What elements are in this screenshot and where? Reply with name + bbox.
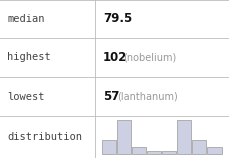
Bar <box>207 147 221 154</box>
Bar <box>147 151 161 154</box>
Bar <box>177 120 191 154</box>
Text: 102: 102 <box>103 51 127 64</box>
Text: median: median <box>7 14 44 24</box>
Text: (nobelium): (nobelium) <box>123 52 176 63</box>
Text: highest: highest <box>7 52 51 63</box>
Bar <box>132 147 146 154</box>
Text: lowest: lowest <box>7 91 44 101</box>
Bar <box>117 120 131 154</box>
Text: (lanthanum): (lanthanum) <box>117 91 178 101</box>
Bar <box>192 140 206 154</box>
Bar <box>101 140 116 154</box>
Text: 79.5: 79.5 <box>103 12 132 25</box>
Text: 57: 57 <box>103 90 119 103</box>
Bar <box>162 151 176 154</box>
Text: distribution: distribution <box>7 132 82 142</box>
